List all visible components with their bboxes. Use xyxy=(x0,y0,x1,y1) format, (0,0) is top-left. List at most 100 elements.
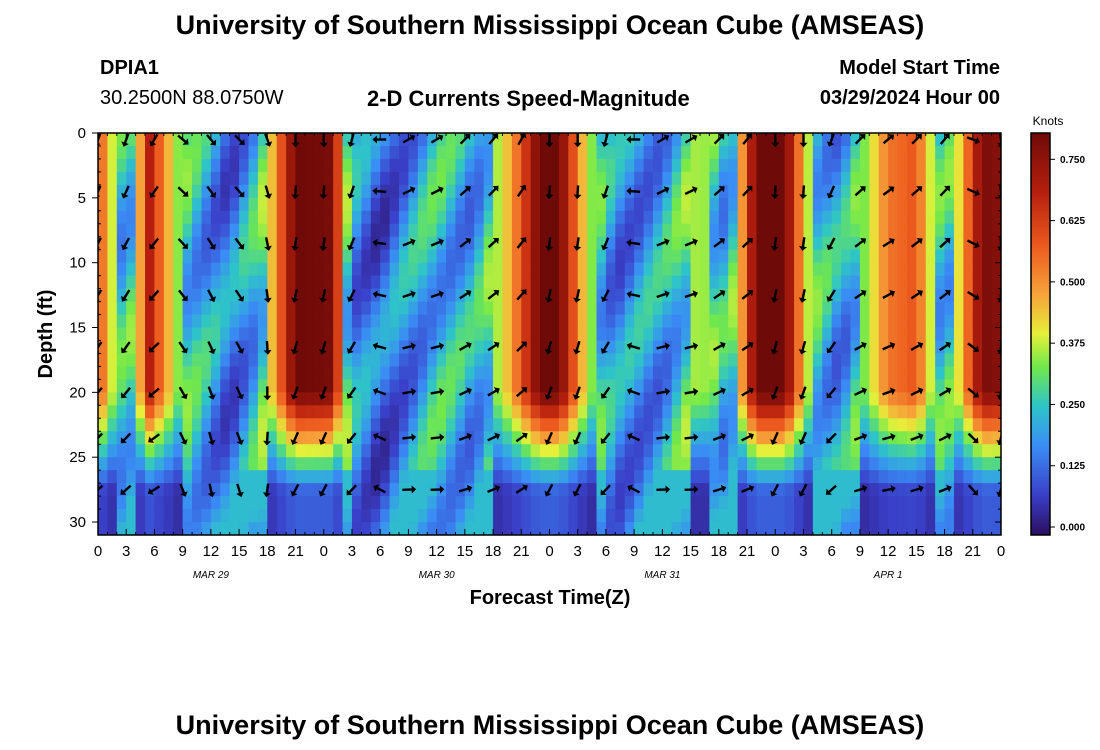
heatmap-cell xyxy=(361,145,372,160)
heatmap-cell xyxy=(201,366,212,380)
x-tick-label: 12 xyxy=(880,543,897,560)
heatmap-cell xyxy=(126,522,137,535)
heatmap-cell xyxy=(408,418,419,432)
heatmap-cell xyxy=(126,340,137,355)
heatmap-cell xyxy=(982,522,993,535)
heatmap-cell xyxy=(812,522,823,535)
heatmap-cell xyxy=(822,353,833,368)
heatmap-cell xyxy=(935,171,946,186)
heatmap-cell xyxy=(98,470,109,484)
heatmap-cell xyxy=(859,496,870,510)
heatmap-cell xyxy=(286,314,297,329)
heatmap-cell xyxy=(474,470,485,484)
heatmap-cell xyxy=(850,431,861,445)
heatmap-cell xyxy=(888,262,899,277)
heatmap-cell xyxy=(276,366,287,380)
heatmap-cell xyxy=(239,314,250,329)
heatmap-cell xyxy=(201,392,212,406)
heatmap-cell xyxy=(427,444,438,458)
heatmap-cell xyxy=(276,184,287,199)
heatmap-cell xyxy=(794,301,805,316)
heatmap-cell xyxy=(154,145,165,160)
current-vector-arrow xyxy=(656,134,670,144)
heatmap-cell xyxy=(361,522,372,535)
current-vector-arrow xyxy=(882,485,896,493)
heatmap-cell xyxy=(596,418,607,432)
vector-head xyxy=(410,290,416,298)
heatmap-cell xyxy=(596,210,607,225)
heatmap-cell xyxy=(408,392,419,406)
vector-head xyxy=(466,387,472,395)
heatmap-cell xyxy=(295,431,306,445)
heatmap-cell xyxy=(888,223,899,238)
heatmap-cell xyxy=(540,288,551,303)
vector-head xyxy=(917,387,924,395)
heatmap-cell xyxy=(690,210,701,225)
heatmap-cell xyxy=(220,418,231,432)
heatmap-cell xyxy=(389,340,400,355)
heatmap-cell xyxy=(794,327,805,342)
heatmap-cell xyxy=(511,366,522,380)
heatmap-cell xyxy=(304,288,315,303)
heatmap-cell xyxy=(944,223,955,238)
footer-title: University of Southern Mississippi Ocean… xyxy=(175,710,925,740)
vector-head xyxy=(291,245,299,251)
heatmap-cell xyxy=(295,301,306,316)
heatmap-cell xyxy=(314,522,325,535)
heatmap-cell xyxy=(784,431,795,445)
heatmap-cell xyxy=(803,522,814,535)
heatmap-cell xyxy=(558,418,569,432)
heatmap-cell xyxy=(737,249,748,264)
heatmap-cell xyxy=(417,340,428,355)
heatmap-cell xyxy=(784,327,795,342)
heatmap-cell xyxy=(859,418,870,432)
heatmap-cell xyxy=(850,197,861,212)
heatmap-cell xyxy=(775,197,786,212)
current-vector-arrow xyxy=(290,386,299,400)
heatmap-cell xyxy=(493,496,504,510)
current-vector-arrow xyxy=(149,237,160,250)
heatmap-cell xyxy=(455,262,466,277)
heatmap-cell xyxy=(549,288,560,303)
current-vector-arrow xyxy=(430,238,444,247)
heatmap-cell xyxy=(756,133,767,147)
current-vector-arrow xyxy=(262,483,271,498)
heatmap-cell xyxy=(803,431,814,445)
heatmap-cell xyxy=(427,184,438,199)
vector-head xyxy=(626,238,632,247)
vector-head xyxy=(319,297,327,303)
heatmap-cell xyxy=(417,353,428,368)
heatmap-cell xyxy=(906,171,917,186)
heatmap-cell xyxy=(822,249,833,264)
heatmap-cell xyxy=(380,457,391,471)
heatmap-cell xyxy=(925,483,936,497)
heatmap-cell xyxy=(342,509,353,523)
heatmap-cell xyxy=(982,392,993,406)
heatmap-cell xyxy=(116,223,127,238)
heatmap-cell xyxy=(163,184,174,199)
heatmap-cell xyxy=(737,522,748,535)
heatmap-cell xyxy=(831,184,842,199)
heatmap-cell xyxy=(888,366,899,380)
heatmap-cell xyxy=(455,171,466,186)
heatmap-cell xyxy=(634,509,645,523)
heatmap-cell xyxy=(182,301,193,316)
heatmap-cell xyxy=(784,210,795,225)
heatmap-cell xyxy=(229,145,240,160)
current-vector-arrow xyxy=(544,288,553,303)
heatmap-cell xyxy=(652,496,663,510)
heatmap-cell xyxy=(982,483,993,497)
heatmap-cell xyxy=(511,301,522,316)
heatmap-cell xyxy=(587,379,598,393)
vector-head xyxy=(464,134,471,140)
heatmap-cell xyxy=(314,457,325,471)
heatmap-cell xyxy=(210,418,221,432)
heatmap-cell xyxy=(464,158,475,173)
heatmap-cell xyxy=(906,288,917,303)
heatmap-cell xyxy=(455,522,466,535)
heatmap-cell xyxy=(229,457,240,471)
heatmap-cell xyxy=(135,340,146,355)
vector-head xyxy=(522,484,528,492)
heatmap-cell xyxy=(314,340,325,355)
heatmap-cell xyxy=(464,444,475,458)
